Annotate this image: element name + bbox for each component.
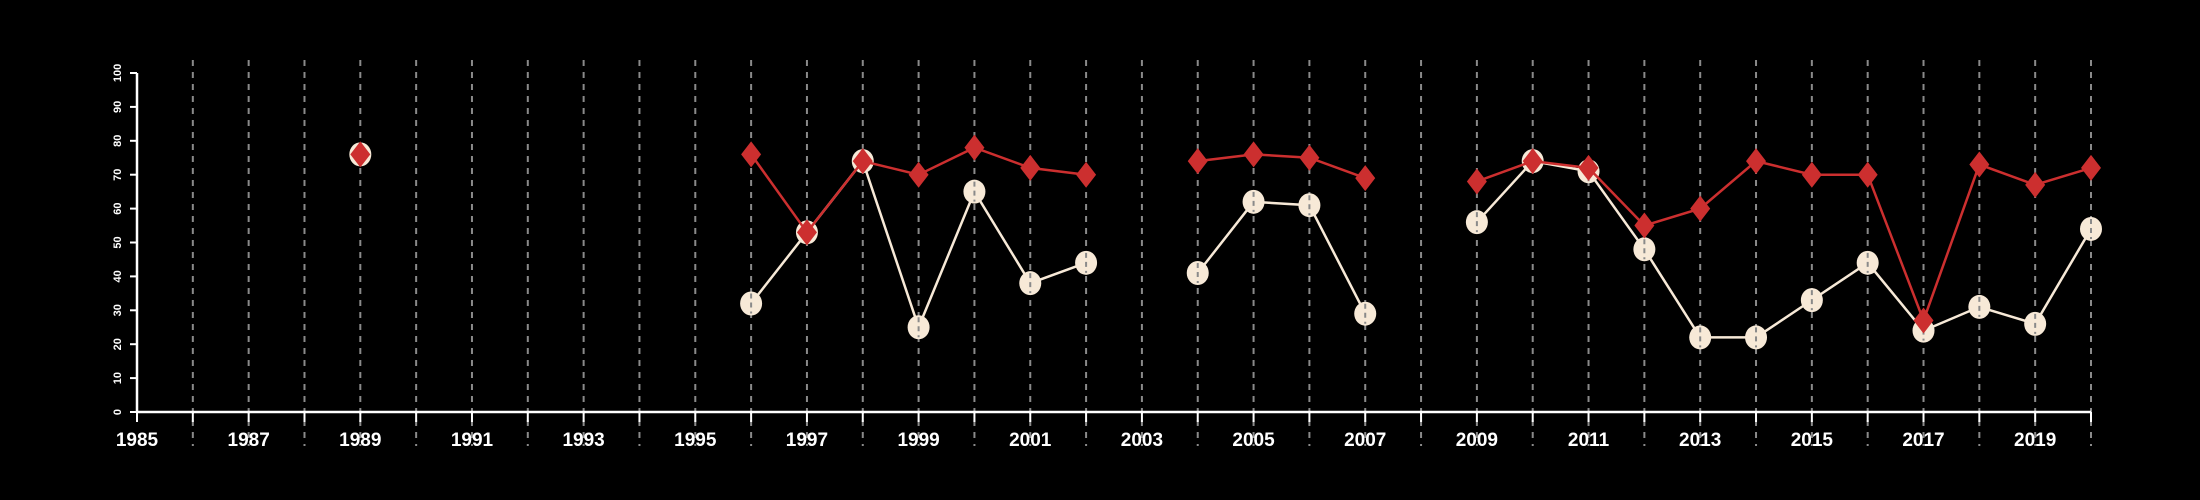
- data-point-diamond: [796, 219, 817, 246]
- y-tick-label: 40: [112, 270, 124, 282]
- x-tick-label: 2007: [1344, 430, 1386, 451]
- x-tick-label: 2001: [1009, 430, 1052, 451]
- x-tick-label: 2009: [1456, 430, 1498, 451]
- series-line-circles: [1196, 200, 1367, 315]
- data-point-diamond: [908, 161, 929, 188]
- y-tick-label: 0: [112, 409, 124, 415]
- data-point-diamond: [2081, 154, 2101, 181]
- series-diamonds: [350, 134, 2101, 334]
- series-circles: [349, 142, 2102, 350]
- data-point-diamond: [1466, 168, 1487, 195]
- series-line-diamonds: [1476, 159, 2092, 325]
- data-point-diamond: [1243, 141, 1264, 168]
- data-point-diamond: [741, 141, 762, 168]
- data-point-diamond: [1578, 154, 1599, 181]
- y-tick-label: 100: [112, 64, 124, 82]
- y-tick-label: 80: [112, 135, 124, 147]
- data-point-diamond: [1801, 161, 1822, 188]
- x-tick-label: 2005: [1232, 430, 1275, 451]
- data-point-diamond: [1355, 165, 1376, 192]
- axes: 1985 1987 1989 1991 1993 1995 1997 1999 2001 2003…: [112, 64, 2092, 451]
- y-tick-label: 70: [112, 169, 124, 181]
- y-tick-label: 90: [112, 101, 124, 113]
- data-point-diamond: [964, 134, 985, 161]
- series-line-diamonds: [1197, 153, 1366, 180]
- x-tick-label: 1991: [451, 430, 494, 451]
- x-tick-label: 1987: [228, 430, 270, 451]
- x-tick-label: 1993: [562, 430, 604, 451]
- x-tick-label: 1997: [786, 430, 828, 451]
- series-layer: [349, 134, 2102, 350]
- x-tick-label: 2019: [2014, 430, 2056, 451]
- x-tick-label: 1995: [674, 430, 717, 451]
- data-point-diamond: [1299, 144, 1320, 171]
- x-tick-label: 1999: [897, 430, 939, 451]
- x-tick-label: 1989: [339, 430, 381, 451]
- data-point-diamond: [1913, 307, 1934, 334]
- x-tick-label: 2015: [1791, 430, 1834, 451]
- grid-lines: [191, 60, 2092, 446]
- data-point-diamond: [2025, 171, 2046, 198]
- data-point-diamond: [1746, 148, 1767, 175]
- data-point-diamond: [1020, 154, 1041, 181]
- y-tick-label: 20: [112, 338, 124, 350]
- x-tick-label: 2017: [1902, 430, 1944, 451]
- data-point-diamond: [1969, 151, 1990, 178]
- x-tick-label: 2003: [1121, 430, 1163, 451]
- data-point-diamond: [1690, 195, 1711, 222]
- data-point-diamond: [1187, 148, 1208, 175]
- series-line-circles: [1475, 159, 2093, 339]
- x-tick-label: 2013: [1679, 430, 1721, 451]
- y-tick-label: 30: [112, 304, 124, 316]
- data-point-diamond: [852, 148, 873, 175]
- x-tick-label: 2011: [1568, 430, 1610, 451]
- y-tick-label: 10: [112, 372, 124, 384]
- data-point-diamond: [1634, 212, 1655, 239]
- data-point-diamond: [1857, 161, 1878, 188]
- y-tick-label: 60: [112, 202, 124, 214]
- data-point-diamond: [350, 141, 371, 168]
- data-point-diamond: [1522, 148, 1543, 175]
- y-tick-label: 50: [112, 236, 124, 248]
- data-point-diamond: [1076, 161, 1097, 188]
- x-tick-label: 1985: [116, 430, 159, 451]
